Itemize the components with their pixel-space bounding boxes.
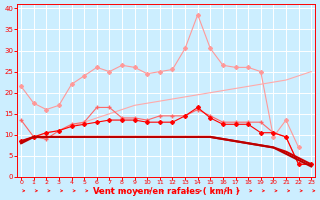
X-axis label: Vent moyen/en rafales ( km/h ): Vent moyen/en rafales ( km/h )	[93, 187, 239, 196]
